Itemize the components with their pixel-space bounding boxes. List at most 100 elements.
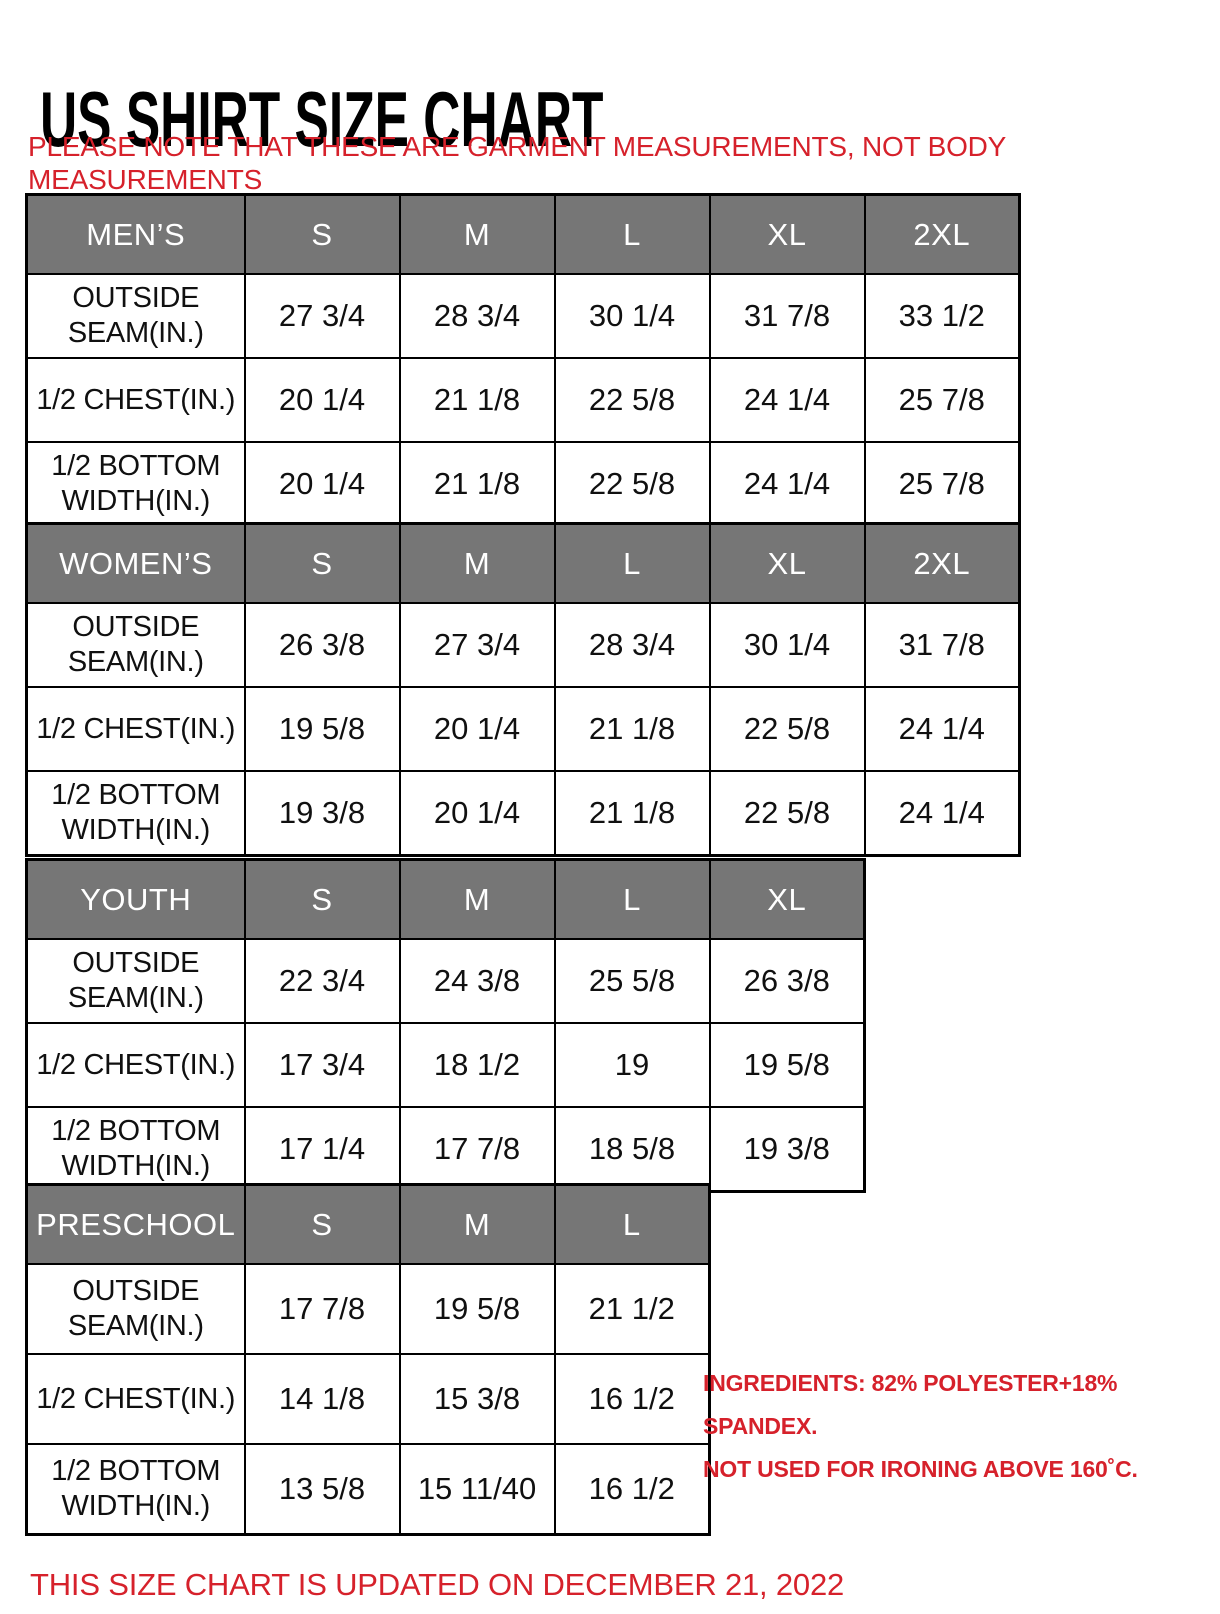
size-value: 24 1/4 xyxy=(863,770,1021,857)
size-value: 18 5/8 xyxy=(553,1106,711,1193)
table-row: 1/2 BOTTOM WIDTH(IN.) 13 5/8 15 11/40 16 1/… xyxy=(25,1443,711,1536)
youth-size-header: M xyxy=(398,858,556,940)
size-value: 20 1/4 xyxy=(398,686,556,772)
row-label: OUTSIDE SEAM(IN.) xyxy=(25,938,246,1024)
table-row: OUTSIDE SEAM(IN.) 17 7/8 19 5/8 21 1/2 xyxy=(25,1263,711,1355)
womens-group-header: WOMEN’S xyxy=(25,522,246,604)
size-value: 21 1/8 xyxy=(398,441,556,528)
table-row: 1/2 BOTTOM WIDTH(IN.) 17 1/4 17 7/8 18 5/8 1… xyxy=(25,1106,866,1193)
size-value: 33 1/2 xyxy=(863,273,1021,359)
row-label: OUTSIDE SEAM(IN.) xyxy=(25,273,246,359)
row-label: 1/2 CHEST(IN.) xyxy=(25,686,246,772)
size-value: 26 3/8 xyxy=(243,602,401,688)
size-value: 16 1/2 xyxy=(553,1443,711,1536)
mens-size-header: 2XL xyxy=(863,193,1021,275)
table-row: OUTSIDE SEAM(IN.) 26 3/8 27 3/4 28 3/4 30 1/… xyxy=(25,602,1021,688)
preschool-size-table: PRESCHOOL S M L OUTSIDE SEAM(IN.) 17 7/8 19 5/… xyxy=(25,1183,711,1536)
row-label: 1/2 BOTTOM WIDTH(IN.) xyxy=(25,441,246,528)
mens-group-header: MEN’S xyxy=(25,193,246,275)
size-value: 17 7/8 xyxy=(243,1263,401,1355)
size-value: 19 3/8 xyxy=(243,770,401,857)
table-row: OUTSIDE SEAM(IN.) 22 3/4 24 3/8 25 5/8 26 3/… xyxy=(25,938,866,1024)
size-value: 28 3/4 xyxy=(398,273,556,359)
table-row: 1/2 CHEST(IN.) 20 1/4 21 1/8 22 5/8 24 1/4 25… xyxy=(25,357,1021,443)
size-value: 20 1/4 xyxy=(398,770,556,857)
ingredients-note: INGREDIENTS: 82% POLYESTER+18% SPANDEX. … xyxy=(703,1362,1208,1491)
size-value: 20 1/4 xyxy=(243,441,401,528)
size-value: 19 5/8 xyxy=(243,686,401,772)
youth-header-row: YOUTH S M L XL xyxy=(25,858,866,940)
womens-header-row: WOMEN’S S M L XL 2XL xyxy=(25,522,1021,604)
womens-size-header: XL xyxy=(708,522,866,604)
preschool-size-header: S xyxy=(243,1183,401,1265)
size-value: 26 3/8 xyxy=(708,938,866,1024)
size-value: 30 1/4 xyxy=(708,602,866,688)
youth-size-header: L xyxy=(553,858,711,940)
ingredients-line1: INGREDIENTS: 82% POLYESTER+18% SPANDEX. xyxy=(703,1370,1118,1439)
size-value: 22 5/8 xyxy=(553,357,711,443)
row-label: OUTSIDE SEAM(IN.) xyxy=(25,602,246,688)
size-value: 18 1/2 xyxy=(398,1022,556,1108)
womens-size-header: S xyxy=(243,522,401,604)
size-value: 25 7/8 xyxy=(863,441,1021,528)
table-row: 1/2 CHEST(IN.) 17 3/4 18 1/2 19 19 5/8 xyxy=(25,1022,866,1108)
size-value: 15 3/8 xyxy=(398,1353,556,1445)
size-value: 14 1/8 xyxy=(243,1353,401,1445)
mens-size-header: S xyxy=(243,193,401,275)
womens-size-header: 2XL xyxy=(863,522,1021,604)
mens-size-header: L xyxy=(553,193,711,275)
page-title: US SHIRT SIZE CHART xyxy=(40,75,604,164)
size-value: 20 1/4 xyxy=(243,357,401,443)
size-value: 21 1/2 xyxy=(553,1263,711,1355)
womens-size-header: M xyxy=(398,522,556,604)
size-value: 19 xyxy=(553,1022,711,1108)
size-value: 24 1/4 xyxy=(708,357,866,443)
mens-size-table: MEN’S S M L XL 2XL OUTSIDE SEAM(IN.) 27 3/4 28 3… xyxy=(25,193,1021,528)
size-value: 17 7/8 xyxy=(398,1106,556,1193)
table-row: 1/2 BOTTOM WIDTH(IN.) 19 3/8 20 1/4 21 1/8 2… xyxy=(25,770,1021,857)
row-label: 1/2 CHEST(IN.) xyxy=(25,357,246,443)
youth-group-header: YOUTH xyxy=(25,858,246,940)
size-value: 19 5/8 xyxy=(398,1263,556,1355)
youth-size-table: YOUTH S M L XL OUTSIDE SEAM(IN.) 22 3/4 24 3/8 2… xyxy=(25,858,866,1193)
preschool-size-table-container: PRESCHOOL S M L OUTSIDE SEAM(IN.) 17 7/8 19 5/… xyxy=(25,1183,711,1536)
preschool-size-header: M xyxy=(398,1183,556,1265)
size-value: 25 7/8 xyxy=(863,357,1021,443)
row-label: 1/2 BOTTOM WIDTH(IN.) xyxy=(25,1443,246,1536)
youth-size-header: XL xyxy=(708,858,866,940)
row-label: 1/2 CHEST(IN.) xyxy=(25,1353,246,1445)
size-value: 27 3/4 xyxy=(398,602,556,688)
womens-size-table: WOMEN’S S M L XL 2XL OUTSIDE SEAM(IN.) 26 3/8 27… xyxy=(25,522,1021,857)
size-value: 22 5/8 xyxy=(708,686,866,772)
size-value: 22 3/4 xyxy=(243,938,401,1024)
mens-size-header: M xyxy=(398,193,556,275)
size-value: 21 1/8 xyxy=(553,686,711,772)
row-label: 1/2 BOTTOM WIDTH(IN.) xyxy=(25,1106,246,1193)
table-row: 1/2 CHEST(IN.) 19 5/8 20 1/4 21 1/8 22 5/8 24… xyxy=(25,686,1021,772)
updated-date-note: THIS SIZE CHART IS UPDATED ON DECEMBER 2… xyxy=(30,1567,845,1602)
preschool-header-row: PRESCHOOL S M L xyxy=(25,1183,711,1265)
mens-size-table-container: MEN’S S M L XL 2XL OUTSIDE SEAM(IN.) 27 3/4 28 3… xyxy=(25,193,1021,528)
size-value: 21 1/8 xyxy=(398,357,556,443)
size-value: 13 5/8 xyxy=(243,1443,401,1536)
size-value: 22 5/8 xyxy=(553,441,711,528)
mens-header-row: MEN’S S M L XL 2XL xyxy=(25,193,1021,275)
preschool-group-header: PRESCHOOL xyxy=(25,1183,246,1265)
size-value: 28 3/4 xyxy=(553,602,711,688)
size-value: 24 1/4 xyxy=(863,686,1021,772)
size-value: 31 7/8 xyxy=(708,273,866,359)
size-value: 30 1/4 xyxy=(553,273,711,359)
size-value: 15 11/40 xyxy=(398,1443,556,1536)
youth-size-header: S xyxy=(243,858,401,940)
row-label: 1/2 CHEST(IN.) xyxy=(25,1022,246,1108)
size-value: 24 3/8 xyxy=(398,938,556,1024)
table-row: OUTSIDE SEAM(IN.) 27 3/4 28 3/4 30 1/4 31 7/… xyxy=(25,273,1021,359)
size-value: 21 1/8 xyxy=(553,770,711,857)
womens-size-header: L xyxy=(553,522,711,604)
womens-size-table-container: WOMEN’S S M L XL 2XL OUTSIDE SEAM(IN.) 26 3/8 27… xyxy=(25,522,1021,857)
row-label: OUTSIDE SEAM(IN.) xyxy=(25,1263,246,1355)
mens-size-header: XL xyxy=(708,193,866,275)
size-value: 19 5/8 xyxy=(708,1022,866,1108)
youth-size-table-container: YOUTH S M L XL OUTSIDE SEAM(IN.) 22 3/4 24 3/8 2… xyxy=(25,858,866,1193)
size-value: 31 7/8 xyxy=(863,602,1021,688)
